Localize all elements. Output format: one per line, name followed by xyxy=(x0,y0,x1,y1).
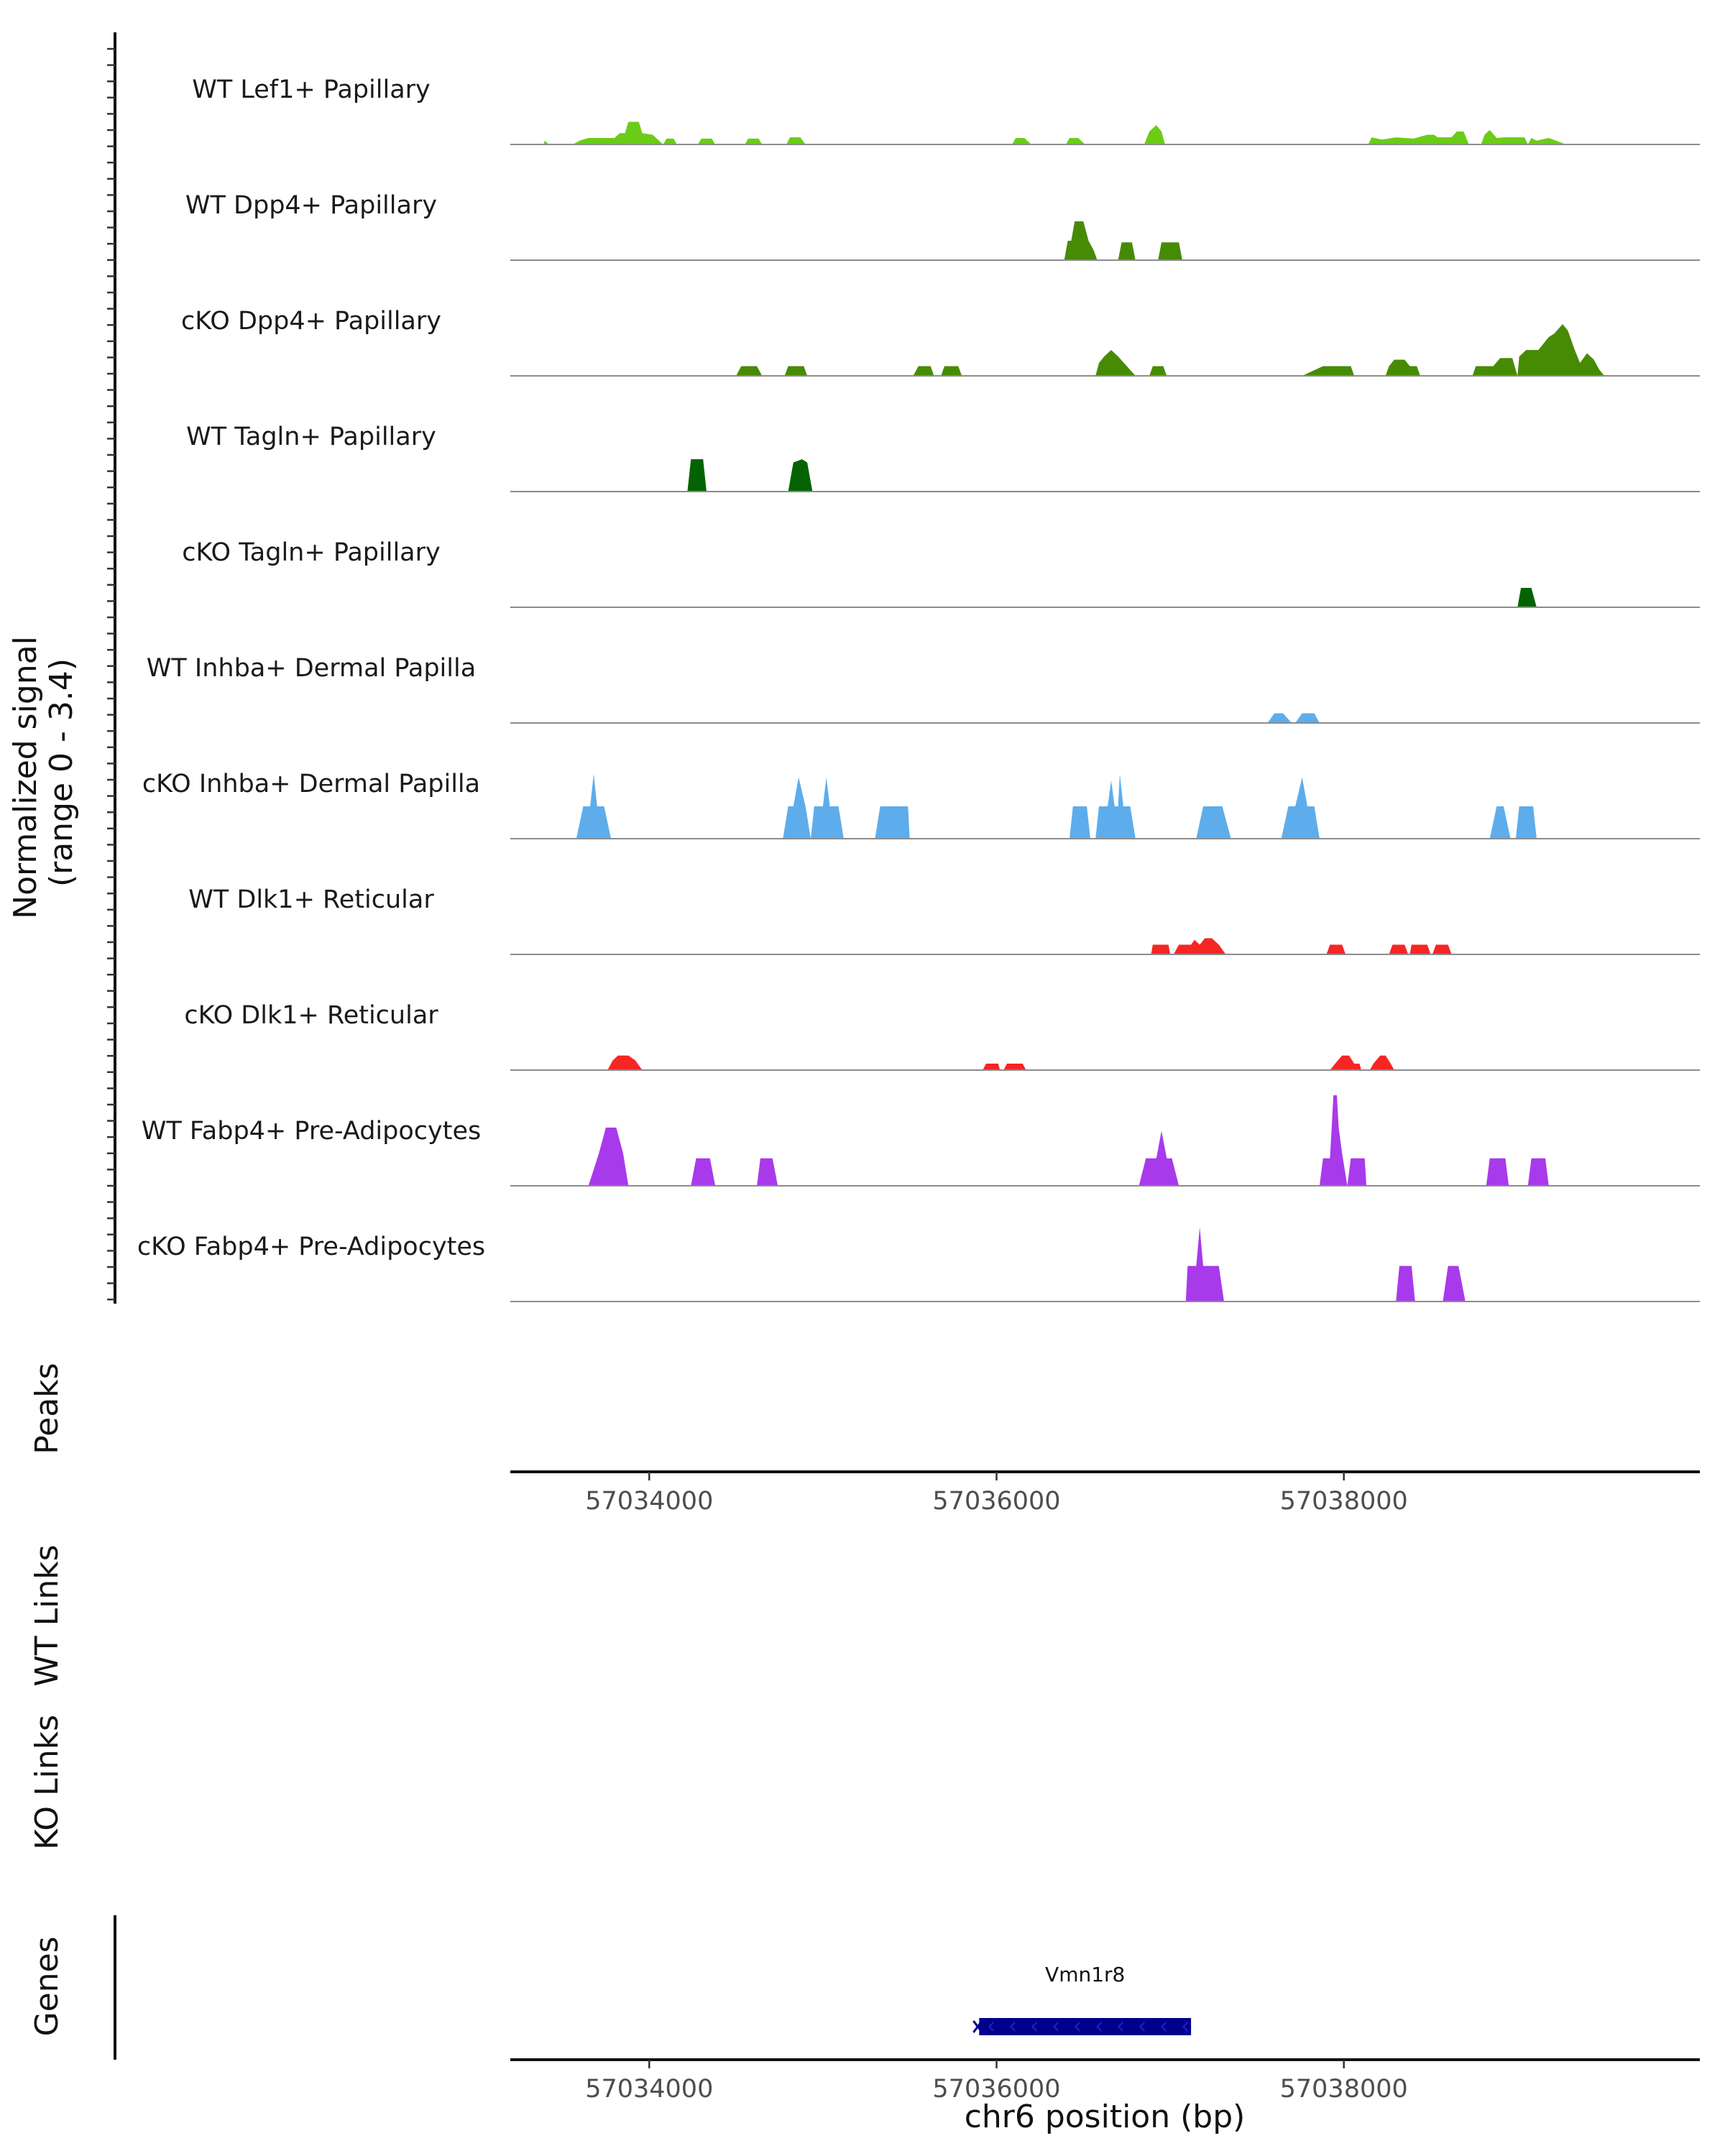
peaks-x-tick-label-2: 57038000 xyxy=(1280,1487,1408,1516)
x-axis-title: chr6 position (bp) xyxy=(965,2099,1246,2135)
gene-strand-arrow xyxy=(1009,2022,1016,2032)
track-2: cKO Dpp4+ Papillary xyxy=(181,307,1700,377)
gene-annotation-track: Vmn1r8 xyxy=(114,1915,1192,2060)
gene-start-mark-0 xyxy=(972,2020,983,2033)
track-3: WT Tagln+ Papillary xyxy=(186,423,1700,492)
y-axis-title: Normalized signal (range 0 - 3.4) xyxy=(7,626,80,919)
ko-links-panel-label: KO Links xyxy=(29,1715,65,1850)
coverage-tracks: WT Lef1+ Papillary WT Dpp4+ Papillary cKO … xyxy=(137,75,1700,1302)
track-area-2 xyxy=(736,324,1605,376)
gene-strand-arrow xyxy=(1182,2022,1189,2032)
y-axis-title-line2: (range 0 - 3.4) xyxy=(43,658,80,887)
y-axis-title-line1: Normalized signal xyxy=(7,636,44,919)
gene-strand-arrow xyxy=(1095,2022,1103,2032)
track-5: WT Inhba+ Dermal Papilla xyxy=(147,654,1700,724)
track-4: cKO Tagln+ Papillary xyxy=(182,538,1700,608)
gene-strand-arrow xyxy=(988,2022,995,2032)
track-8: cKO Dlk1+ Reticular xyxy=(184,1001,1700,1071)
peaks-panel-label: Peaks xyxy=(29,1363,65,1454)
track-6: cKO Inhba+ Dermal Papilla xyxy=(142,770,1700,839)
track-label-10: cKO Fabp4+ Pre-Adipocytes xyxy=(137,1233,485,1261)
gene-strand-arrow xyxy=(1117,2022,1124,2032)
track-0: WT Lef1+ Papillary xyxy=(192,75,1700,145)
gene-strand-arrow xyxy=(1074,2022,1081,2032)
genes-panel-label: Genes xyxy=(29,1936,65,2036)
peaks-x-tick-label-1: 57036000 xyxy=(932,1487,1060,1516)
gene-strand-arrow xyxy=(1160,2022,1167,2032)
track-label-3: WT Tagln+ Papillary xyxy=(186,423,436,451)
gene-name-0: Vmn1r8 xyxy=(1045,1963,1125,1986)
track-9: WT Fabp4+ Pre-Adipocytes xyxy=(142,1095,1700,1187)
gene-strand-arrow xyxy=(1138,2022,1146,2032)
track-area-10 xyxy=(1185,1227,1466,1302)
genes-x-tick-label-0: 57034000 xyxy=(585,2075,713,2104)
track-area-0 xyxy=(543,121,1566,144)
track-label-4: cKO Tagln+ Papillary xyxy=(182,538,441,567)
track-area-1 xyxy=(1064,221,1186,260)
track-label-6: cKO Inhba+ Dermal Papilla xyxy=(142,770,480,798)
signal-y-axis xyxy=(107,32,116,1304)
peaks-x-axis: 57034000 57036000 57038000 xyxy=(510,1470,1700,1516)
gene-body-0 xyxy=(979,2018,1192,2035)
track-label-1: WT Dpp4+ Papillary xyxy=(185,191,437,220)
track-area-9 xyxy=(588,1095,1549,1186)
track-area-3 xyxy=(687,459,813,492)
peaks-x-tick-label-0: 57034000 xyxy=(585,1487,713,1516)
track-area-6 xyxy=(576,774,1537,839)
gene-strand-arrow xyxy=(1031,2022,1038,2032)
track-label-2: cKO Dpp4+ Papillary xyxy=(181,307,441,336)
wt-links-panel-label: WT Links xyxy=(29,1544,65,1686)
genes-x-tick-label-2: 57038000 xyxy=(1280,2075,1408,2104)
gene-strand-arrow xyxy=(1052,2022,1059,2032)
genes-x-axis: 57034000 57036000 57038000 xyxy=(510,2058,1700,2104)
track-label-5: WT Inhba+ Dermal Papilla xyxy=(147,654,476,683)
track-area-7 xyxy=(1151,938,1452,954)
track-area-4 xyxy=(1517,588,1537,607)
track-7: WT Dlk1+ Reticular xyxy=(188,885,1700,955)
genes-x-tick-label-1: 57036000 xyxy=(932,2075,1060,2104)
track-label-0: WT Lef1+ Papillary xyxy=(192,75,431,104)
track-area-5 xyxy=(1267,713,1320,723)
track-label-7: WT Dlk1+ Reticular xyxy=(188,885,434,914)
track-label-9: WT Fabp4+ Pre-Adipocytes xyxy=(142,1117,481,1146)
track-label-8: cKO Dlk1+ Reticular xyxy=(184,1001,438,1030)
track-area-8 xyxy=(607,1055,1394,1070)
track-10: cKO Fabp4+ Pre-Adipocytes xyxy=(137,1227,1700,1302)
track-1: WT Dpp4+ Papillary xyxy=(185,191,1700,261)
